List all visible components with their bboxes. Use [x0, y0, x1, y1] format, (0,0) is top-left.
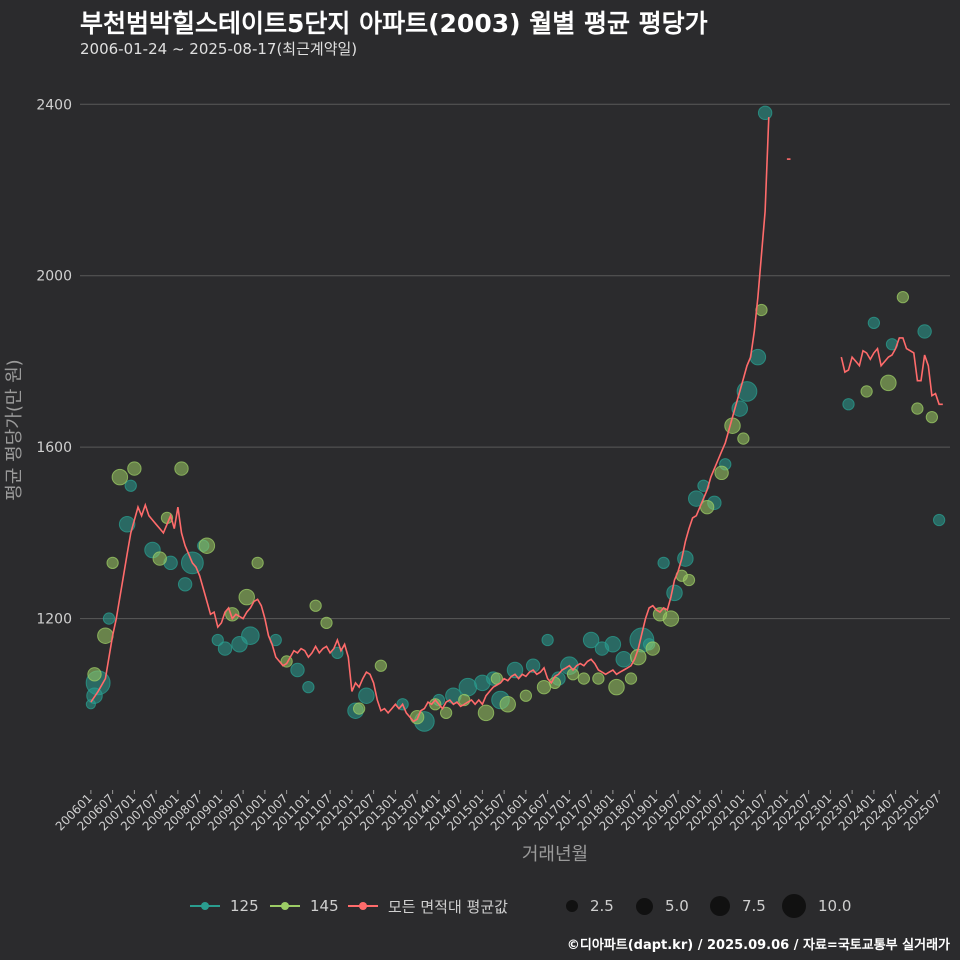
- scatter-point-145: [645, 641, 660, 656]
- scatter-point-125: [582, 631, 600, 649]
- scatter-point-145: [519, 689, 533, 702]
- scatter-point-145: [127, 461, 142, 476]
- size-key-10-0: [782, 894, 806, 918]
- scatter-point-145: [106, 556, 119, 570]
- scatter-point-145: [737, 432, 750, 445]
- legend-key-125: [190, 898, 220, 914]
- scatter-point-145: [860, 385, 873, 398]
- source-caption: ©디아파트(dapt.kr) / 2025.09.06 / 자료=국토교통부 실…: [566, 938, 950, 953]
- scatter-point-125: [177, 577, 193, 592]
- scatter-point-145: [662, 610, 680, 627]
- scatter-point-145: [925, 410, 939, 424]
- scatter-point-125: [917, 324, 932, 339]
- scatter-point-125: [102, 612, 116, 625]
- y-tick-label: 2000: [36, 269, 72, 285]
- scatter-point-145: [566, 668, 580, 681]
- legend-item-145: 145: [270, 890, 339, 922]
- legend-size-label: 10.0: [818, 897, 852, 915]
- scatter-point-145: [198, 537, 216, 554]
- scatter-point-145: [724, 417, 741, 434]
- scatter-point-125: [124, 479, 137, 492]
- scatter-point-125: [615, 651, 632, 668]
- legend-size-label: 7.5: [742, 897, 766, 915]
- average-line: [90, 117, 770, 723]
- scatter-point-145: [409, 709, 425, 725]
- legend-size-label: 2.5: [590, 897, 614, 915]
- scatter-point-145: [238, 588, 255, 606]
- scatter-point-125: [932, 513, 946, 527]
- scatter-point-145: [592, 672, 605, 685]
- average-line: [840, 337, 943, 406]
- legend-size-7-5: 7.5: [710, 890, 766, 922]
- legend-key-145: [270, 898, 300, 914]
- size-key-7-5: [710, 896, 730, 916]
- scatter-point-125: [657, 556, 670, 570]
- legend-key-average: [348, 898, 378, 914]
- scatter-point-145: [682, 573, 696, 587]
- scatter-point-125: [736, 381, 758, 402]
- scatter-point-145: [896, 290, 910, 304]
- scatter-point-145: [97, 627, 114, 644]
- legend-size-10-0: 10.0: [782, 890, 851, 922]
- size-key-2-5: [566, 900, 578, 912]
- scatter-point-145: [87, 667, 102, 682]
- chart-subtitle: 2006-01-24 ~ 2025-08-17(최근계약일): [80, 40, 358, 58]
- scatter-point-125: [211, 633, 224, 647]
- scatter-point-125: [118, 516, 136, 533]
- scatter-point-145: [536, 679, 552, 695]
- scatter-point-125: [757, 105, 773, 121]
- scatter-point-145: [152, 551, 167, 566]
- scatter-point-145: [111, 468, 129, 486]
- scatter-point-145: [624, 672, 638, 685]
- legend-label-average: 모든 면적대 평균값: [388, 897, 508, 916]
- scatter-point-125: [358, 687, 375, 704]
- scatter-point-145: [439, 706, 453, 720]
- scatter-point-125: [241, 626, 260, 646]
- legend-size-5-0: 5.0: [636, 890, 689, 922]
- scatter-point-125: [541, 633, 554, 647]
- scatter-point-145: [608, 678, 625, 696]
- y-axis-title: 평균 평당가(만 원): [4, 359, 25, 500]
- scatter-point-145: [880, 374, 897, 392]
- scatter-point-145: [309, 599, 322, 612]
- y-tick-label: 1600: [36, 440, 72, 456]
- legend-size-2-5: 2.5: [566, 890, 614, 922]
- scatter-point-145: [374, 659, 388, 672]
- scatter-point-125: [458, 677, 478, 697]
- scatter-point-145: [320, 616, 333, 630]
- scatter-point-125: [217, 641, 233, 656]
- chart-title: 부천범박힐스테이트5단지 아파트(2003) 월별 평균 평당가: [80, 9, 708, 38]
- scatter-point-125: [749, 348, 767, 366]
- legend-label-145: 145: [310, 897, 339, 915]
- scatter-point-125: [525, 658, 541, 673]
- scatter-point-145: [911, 402, 924, 415]
- scatter-point-145: [251, 556, 264, 570]
- scatter-point-125: [842, 398, 855, 411]
- scatter-point-145: [477, 704, 495, 722]
- scatter-point-125: [302, 680, 315, 694]
- x-axis-title: 거래년월: [522, 844, 588, 865]
- legend-item-average: 모든 면적대 평균값: [348, 890, 508, 922]
- legend-size-label: 5.0: [665, 897, 689, 915]
- scatter-point-125: [867, 316, 881, 330]
- scatter-point-125: [666, 584, 683, 602]
- y-tick-label: 1200: [36, 612, 72, 628]
- scatter-point-145: [174, 461, 189, 476]
- scatter-point-145: [499, 696, 516, 713]
- size-key-5-0: [636, 897, 653, 915]
- scatter-point-125: [506, 661, 524, 679]
- scatter-point-145: [429, 698, 442, 711]
- y-tick-label: 2400: [36, 97, 72, 113]
- scatter-point-145: [714, 465, 729, 481]
- scatter-point-145: [352, 702, 366, 715]
- legend-item-125: 125: [190, 890, 259, 922]
- scatter-point-125: [604, 636, 622, 653]
- legend: 125 145 모든 면적대 평균값 2.5 5.0 7.5 10.0: [0, 890, 960, 922]
- scatter-point-145: [577, 672, 591, 685]
- scatter-point-125: [290, 662, 305, 678]
- legend-label-125: 125: [230, 897, 259, 915]
